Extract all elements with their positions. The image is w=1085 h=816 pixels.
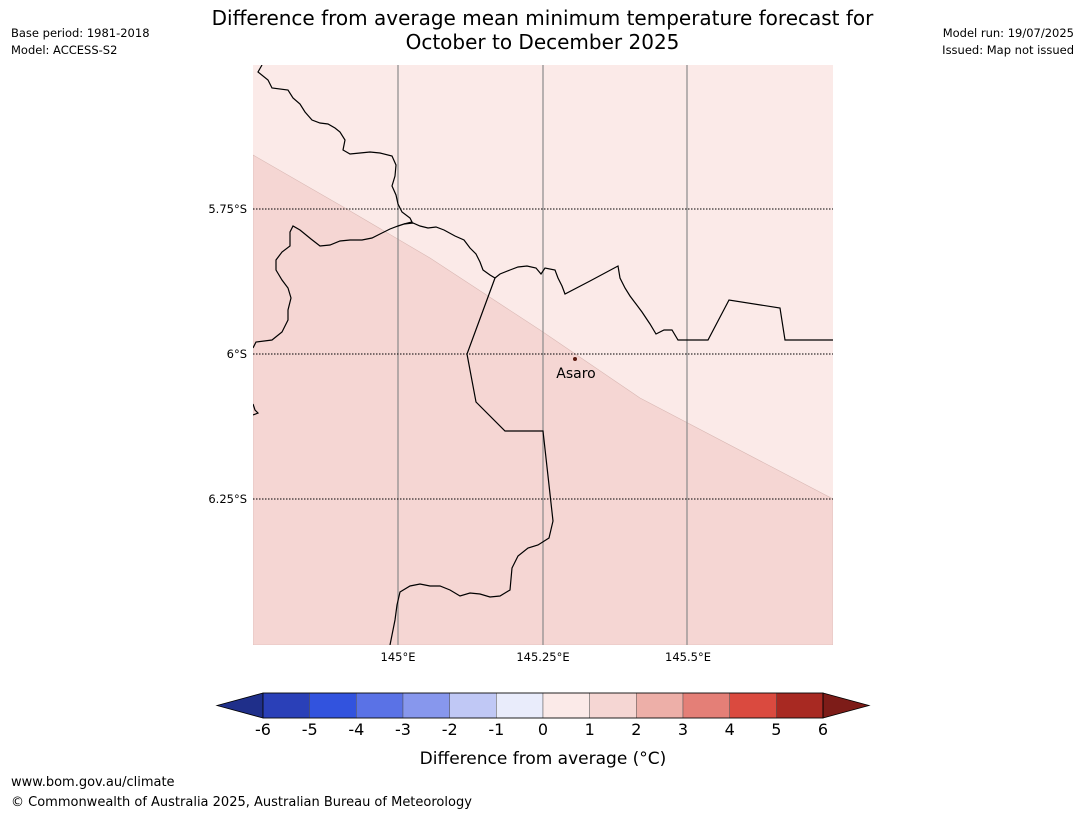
place-marker-dot	[573, 357, 577, 361]
lat-label: 6.25°S	[208, 492, 247, 506]
colorbar-extend-low	[215, 692, 264, 719]
meridians	[397, 65, 688, 645]
colorbar-segment	[402, 692, 450, 719]
colorbar-segment	[542, 692, 590, 719]
colorbar-segment	[589, 692, 637, 719]
province-boundaries	[253, 65, 833, 645]
model-info: Base period: 1981-2018 Model: ACCESS-S2	[11, 25, 150, 59]
colorbar-segment	[636, 692, 684, 719]
colorbar-tick-label: -5	[302, 720, 318, 739]
title-line-1: Difference from average mean minimum tem…	[211, 6, 874, 30]
colorbar-label: Difference from average (°C)	[420, 749, 667, 769]
boundary-west-fragment	[253, 403, 260, 416]
boundary-north	[253, 65, 413, 349]
colorbar-outline	[262, 692, 824, 719]
colorbar-tick-label: -3	[395, 720, 411, 739]
colorbar-segment	[682, 692, 730, 719]
parallels	[253, 208, 833, 500]
colorbar-segment	[776, 692, 824, 719]
colorbar-segment	[356, 692, 404, 719]
lat-label: 5.75°S	[208, 202, 247, 216]
colorbar-tick-label: 5	[771, 720, 781, 739]
lon-label: 145°E	[381, 650, 416, 664]
colorbar-segment	[309, 692, 357, 719]
colorbar-tick-label: 1	[585, 720, 595, 739]
map-title: Difference from average mean minimum tem…	[0, 6, 1085, 54]
colorbar	[215, 692, 871, 719]
run-info: Model run: 19/07/2025 Issued: Map not is…	[942, 25, 1074, 59]
latitude-labels: 5.75°S 6°S 6.25°S	[208, 202, 247, 506]
base-period-text: Base period: 1981-2018	[11, 26, 150, 40]
model-run-text: Model run: 19/07/2025	[942, 26, 1074, 40]
colorbar-segment	[729, 692, 777, 719]
colorbar-tick-label: 2	[631, 720, 641, 739]
colorbar-tick-label: -2	[442, 720, 458, 739]
colorbar-segment	[496, 692, 544, 719]
colorbar-ticks: -6 -5 -4 -3 -2 -1 0 1 2 3 4 5 6	[255, 720, 828, 739]
title-line-2: October to December 2025	[405, 30, 680, 54]
longitude-labels: 145°E 145.25°E 145.5°E	[381, 650, 711, 664]
footer-copyright: © Commonwealth of Australia 2025, Austra…	[11, 795, 472, 810]
colorbar-tick-label: -1	[488, 720, 504, 739]
colorbar-segment	[262, 692, 310, 719]
boundary-south	[389, 277, 554, 645]
colorbar-tick-label: 3	[678, 720, 688, 739]
footer-url: www.bom.gov.au/climate	[11, 775, 175, 790]
colorbar-tick-label: 4	[725, 720, 735, 739]
colorbar-segment	[449, 692, 497, 719]
issued-text: Issued: Map not issued	[942, 43, 1074, 57]
colorbar-extend-high	[822, 692, 871, 719]
place-label-asaro: Asaro	[556, 366, 595, 382]
boundary-east	[403, 222, 833, 341]
colorbar-tick-label: -4	[348, 720, 364, 739]
lon-label: 145.25°E	[516, 650, 569, 664]
colorbar-tick-label: 0	[538, 720, 548, 739]
lon-label: 145.5°E	[665, 650, 711, 664]
model-name-text: Model: ACCESS-S2	[11, 43, 118, 57]
lat-label: 6°S	[227, 347, 247, 361]
colorbar-tick-label: -6	[255, 720, 271, 739]
colorbar-tick-label: 6	[818, 720, 828, 739]
